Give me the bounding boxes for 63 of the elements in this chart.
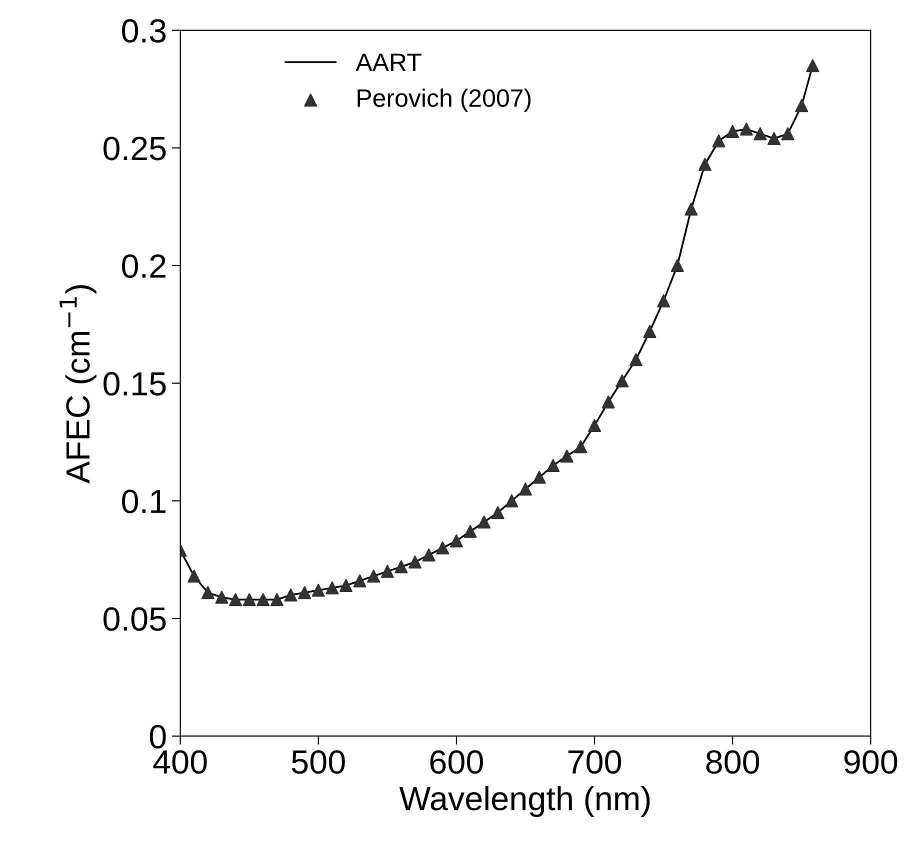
point bbox=[215, 590, 228, 604]
x-tick-label: 700 bbox=[568, 750, 622, 774]
x-tick-label: 800 bbox=[706, 750, 760, 774]
point bbox=[670, 259, 684, 272]
point bbox=[768, 132, 781, 146]
point bbox=[422, 548, 436, 562]
point bbox=[806, 59, 820, 72]
y-tick-label: 0.05 bbox=[104, 607, 166, 631]
point bbox=[229, 593, 242, 606]
point bbox=[560, 450, 574, 463]
point bbox=[201, 586, 214, 600]
point bbox=[684, 202, 698, 216]
y-tick-label: 0.15 bbox=[104, 372, 166, 396]
point bbox=[436, 541, 450, 554]
point bbox=[546, 459, 560, 472]
point bbox=[657, 294, 670, 308]
point bbox=[380, 564, 394, 578]
y-tick-label: 0.25 bbox=[104, 136, 166, 160]
point bbox=[740, 122, 753, 136]
point bbox=[574, 440, 588, 454]
point bbox=[312, 584, 325, 597]
point bbox=[408, 556, 422, 569]
x-tick-label: 600 bbox=[430, 750, 483, 774]
legend-label: AART bbox=[356, 54, 422, 71]
point bbox=[518, 482, 532, 496]
x-tick-label: 500 bbox=[292, 750, 345, 774]
y-tick-label: 0 bbox=[150, 724, 166, 749]
point bbox=[698, 158, 712, 171]
y-tick-label: 0.3 bbox=[122, 19, 166, 43]
y-tick-label: 0.1 bbox=[122, 490, 166, 514]
point bbox=[367, 570, 380, 583]
point bbox=[795, 99, 808, 112]
point bbox=[712, 134, 726, 148]
point bbox=[616, 374, 629, 388]
point bbox=[602, 396, 615, 409]
x-tick-label: 900 bbox=[844, 750, 898, 774]
point bbox=[270, 593, 284, 606]
point bbox=[188, 570, 201, 583]
y-axis-title: AFEC (cm$^{−1}$) bbox=[60, 285, 96, 484]
x-tick-label: 400 bbox=[153, 750, 207, 774]
x-axis-title: Wavelength (nm) bbox=[399, 786, 650, 818]
point bbox=[588, 419, 602, 432]
y-tick-label: 0.2 bbox=[122, 254, 166, 278]
point bbox=[339, 579, 352, 592]
point bbox=[353, 574, 366, 588]
point bbox=[326, 581, 339, 594]
point bbox=[284, 588, 298, 602]
point bbox=[532, 470, 546, 484]
point bbox=[491, 506, 504, 520]
point bbox=[242, 593, 256, 606]
point bbox=[505, 494, 518, 508]
legend-label: Perovich (2007) bbox=[358, 88, 531, 112]
point bbox=[394, 560, 408, 574]
point bbox=[450, 534, 463, 548]
point bbox=[643, 324, 656, 338]
point bbox=[754, 127, 767, 140]
point bbox=[464, 524, 477, 538]
point bbox=[726, 124, 740, 138]
point bbox=[629, 353, 642, 366]
point bbox=[781, 127, 794, 140]
point bbox=[478, 516, 491, 529]
point bbox=[298, 586, 312, 600]
point bbox=[256, 593, 270, 606]
